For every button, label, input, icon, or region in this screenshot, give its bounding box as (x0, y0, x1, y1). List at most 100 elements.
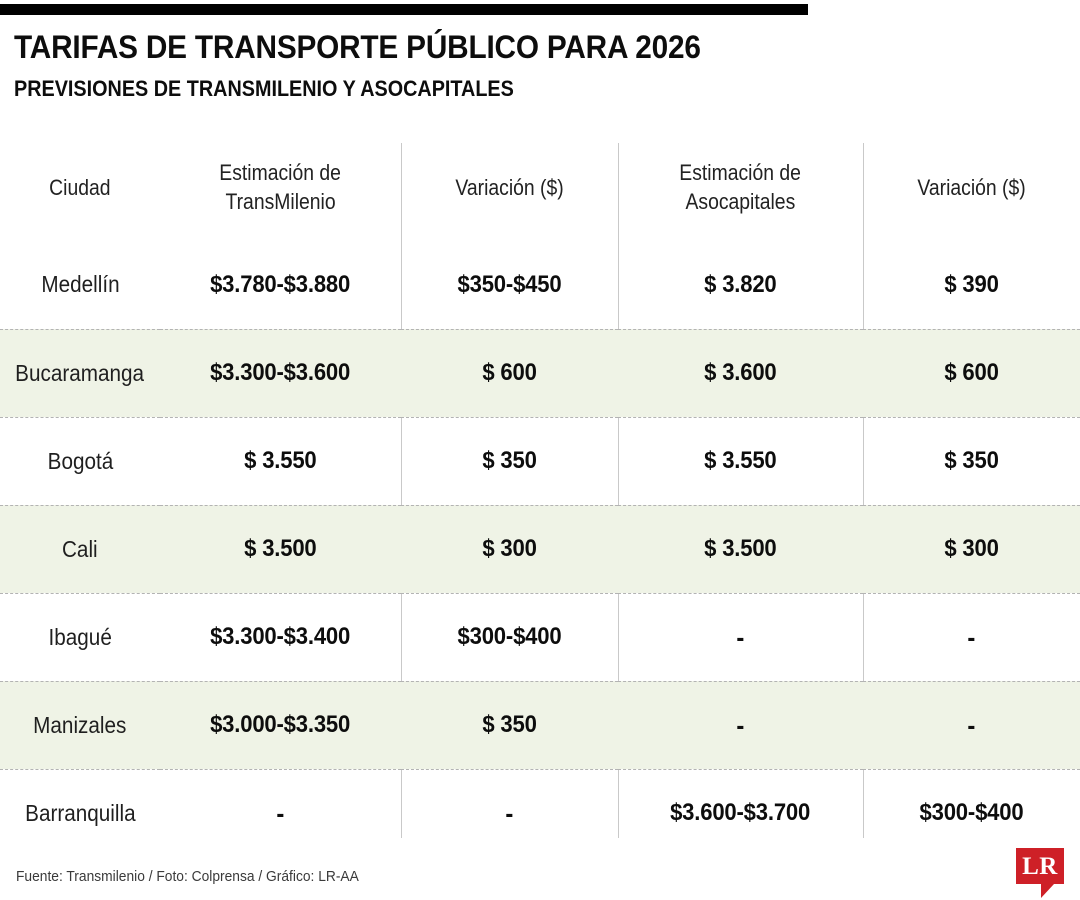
cell-estimacion-transmilenio-text: $3.780-$3.880 (210, 270, 351, 298)
table-row: Barranquilla - - $3.600-$3.700 $300-$400 (0, 768, 1080, 857)
cell-variacion-asocapitales: $ 350 (863, 416, 1080, 505)
cell-variacion-transmilenio: $ 300 (401, 504, 618, 593)
cell-variacion-asocapitales: - (863, 680, 1080, 769)
cell-estimacion-transmilenio-text: - (276, 797, 285, 828)
cell-ciudad-text: Medellín (40, 271, 120, 298)
source-note: Fuente: Transmilenio / Foto: Colprensa /… (16, 868, 359, 885)
column-header-estimacion-asocapitales: Estimación de Asocapitales (618, 133, 863, 241)
table-body: Medellín $3.780-$3.880 $350-$450 $ 3.820… (0, 241, 1080, 857)
cell-variacion-transmilenio-text: - (505, 797, 514, 828)
column-header-estimacion-asocapitales-line1: Estimación de (679, 160, 802, 185)
cell-estimacion-asocapitales-text: $ 3.550 (704, 447, 777, 474)
cell-variacion-asocapitales-text: - (967, 621, 976, 652)
cell-ciudad: Ibagué (0, 592, 160, 681)
cell-variacion-transmilenio: - (401, 768, 618, 857)
column-header-estimacion-asocapitales-line2: Asocapitales (685, 189, 796, 214)
cell-estimacion-asocapitales: - (618, 592, 863, 681)
column-header-ciudad: Ciudad (0, 133, 160, 241)
cell-variacion-asocapitales: $300-$400 (863, 768, 1080, 857)
cell-ciudad: Bogotá (0, 416, 160, 505)
column-header-estimacion-transmilenio-line2: TransMilenio (225, 189, 336, 214)
cell-ciudad: Barranquilla (0, 768, 160, 857)
cell-estimacion-transmilenio-text: $3.300-$3.600 (210, 359, 351, 386)
cell-variacion-asocapitales-text: $300-$400 (919, 799, 1024, 827)
cell-estimacion-asocapitales: $ 3.600 (618, 328, 863, 417)
cell-variacion-asocapitales-text: $ 600 (944, 359, 999, 386)
cell-variacion-asocapitales-text: - (967, 709, 976, 740)
lr-logo-tail (1041, 884, 1054, 898)
cell-estimacion-asocapitales-text: $ 3.600 (704, 359, 777, 386)
cell-estimacion-asocapitales: $3.600-$3.700 (618, 768, 863, 857)
cell-variacion-transmilenio-text: $ 350 (482, 711, 537, 738)
cell-variacion-transmilenio-text: $ 600 (482, 359, 537, 386)
cell-variacion-asocapitales: $ 390 (863, 241, 1080, 329)
cell-estimacion-asocapitales-text: $3.600-$3.700 (670, 799, 811, 827)
tarifas-table: Ciudad Estimación de TransMilenio Variac… (0, 133, 1080, 857)
cell-variacion-transmilenio-text: $ 350 (482, 447, 537, 474)
cell-estimacion-transmilenio: - (160, 768, 401, 857)
table-row: Manizales $3.000-$3.350 $ 350 - - (0, 680, 1080, 769)
cell-estimacion-transmilenio-text: $ 3.500 (244, 535, 317, 562)
header-row: Ciudad Estimación de TransMilenio Variac… (0, 133, 1080, 241)
top-rule (0, 4, 808, 15)
cell-variacion-transmilenio: $350-$450 (401, 241, 618, 329)
cell-variacion-asocapitales: - (863, 592, 1080, 681)
cell-estimacion-transmilenio-text: $ 3.550 (244, 447, 317, 474)
cell-ciudad: Manizales (0, 680, 160, 769)
cell-estimacion-asocapitales-text: - (736, 709, 745, 740)
cell-ciudad-text: Ibagué (48, 623, 112, 650)
page-subtitle: PREVISIONES DE TRANSMILENIO Y ASOCAPITAL… (14, 76, 514, 101)
cell-ciudad-text: Cali (62, 535, 98, 562)
column-header-variacion-transmilenio: Variación ($) (401, 133, 618, 241)
cell-variacion-asocapitales: $ 600 (863, 328, 1080, 417)
cell-ciudad: Medellín (0, 241, 160, 329)
lr-logo: LR (1016, 848, 1064, 898)
column-header-variacion-transmilenio-line1: Variación ($) (455, 174, 564, 200)
cell-ciudad-text: Bucaramanga (15, 359, 145, 386)
cell-variacion-asocapitales-text: $ 390 (944, 270, 999, 298)
table-header: Ciudad Estimación de TransMilenio Variac… (0, 133, 1080, 241)
cell-ciudad-text: Manizales (33, 711, 127, 738)
lr-logo-bubble (1016, 848, 1064, 884)
cell-variacion-transmilenio: $ 350 (401, 416, 618, 505)
column-header-estimacion-transmilenio: Estimación de TransMilenio (160, 133, 401, 241)
cell-variacion-asocapitales-text: $ 300 (944, 535, 999, 562)
cell-estimacion-asocapitales-text: $ 3.820 (704, 270, 777, 298)
cell-estimacion-transmilenio: $3.780-$3.880 (160, 241, 401, 329)
cell-estimacion-transmilenio: $3.300-$3.600 (160, 328, 401, 417)
headline-block: TARIFAS DE TRANSPORTE PÚBLICO PARA 2026 … (14, 28, 1064, 102)
column-header-ciudad-line1: Ciudad (49, 174, 111, 200)
cell-estimacion-asocapitales-text: $ 3.500 (704, 535, 777, 562)
cell-estimacion-transmilenio-text: $3.300-$3.400 (210, 623, 351, 650)
column-header-estimacion-transmilenio-line1: Estimación de (219, 160, 342, 185)
cell-variacion-asocapitales-text: $ 350 (944, 447, 999, 474)
cell-estimacion-transmilenio: $ 3.500 (160, 504, 401, 593)
cell-ciudad-text: Barranquilla (24, 799, 136, 826)
cell-estimacion-transmilenio: $ 3.550 (160, 416, 401, 505)
cell-estimacion-transmilenio-text: $3.000-$3.350 (210, 711, 351, 738)
cell-estimacion-asocapitales: - (618, 680, 863, 769)
table-row: Bogotá $ 3.550 $ 350 $ 3.550 $ 350 (0, 416, 1080, 505)
column-header-variacion-asocapitales-line1: Variación ($) (917, 174, 1026, 200)
cell-estimacion-transmilenio: $3.000-$3.350 (160, 680, 401, 769)
cell-variacion-asocapitales: $ 300 (863, 504, 1080, 593)
cell-variacion-transmilenio-text: $300-$400 (457, 623, 562, 650)
cell-estimacion-transmilenio: $3.300-$3.400 (160, 592, 401, 681)
table-row: Cali $ 3.500 $ 300 $ 3.500 $ 300 (0, 504, 1080, 593)
cell-variacion-transmilenio: $ 600 (401, 328, 618, 417)
cell-estimacion-asocapitales-text: - (736, 621, 745, 652)
cell-variacion-transmilenio: $300-$400 (401, 592, 618, 681)
table-container: Ciudad Estimación de TransMilenio Variac… (0, 133, 1080, 857)
cell-variacion-transmilenio-text: $ 300 (482, 535, 537, 562)
cell-ciudad-text: Bogotá (47, 447, 113, 474)
cell-estimacion-asocapitales: $ 3.820 (618, 241, 863, 329)
cell-estimacion-asocapitales: $ 3.500 (618, 504, 863, 593)
lr-logo-text: LR (1022, 852, 1058, 880)
cell-ciudad: Bucaramanga (0, 328, 160, 417)
table-row: Ibagué $3.300-$3.400 $300-$400 - - (0, 592, 1080, 681)
cell-ciudad: Cali (0, 504, 160, 593)
cell-variacion-transmilenio: $ 350 (401, 680, 618, 769)
cell-estimacion-asocapitales: $ 3.550 (618, 416, 863, 505)
column-header-variacion-asocapitales: Variación ($) (863, 133, 1080, 241)
table-row: Bucaramanga $3.300-$3.600 $ 600 $ 3.600 … (0, 328, 1080, 417)
